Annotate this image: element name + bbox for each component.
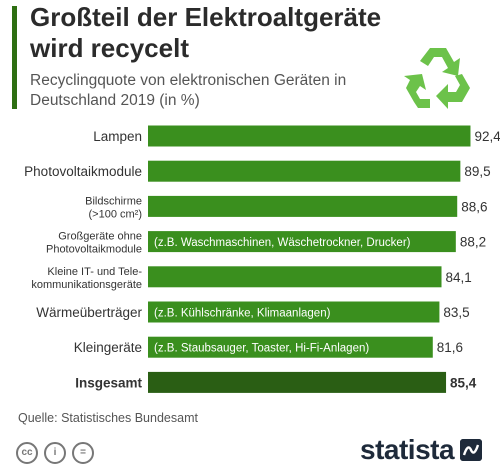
bar-6 <box>148 336 433 358</box>
category-label-3: Großgeräte ohne Photovoltaikmodule <box>46 231 142 256</box>
statista-logo[interactable]: statista <box>360 434 483 466</box>
bar-2 <box>148 195 458 217</box>
cc-icon: cc <box>16 442 38 464</box>
no-derivatives-icon: = <box>72 442 94 464</box>
category-label-4: Kleine IT- und Tele-kommunikationsgeräte <box>31 266 142 291</box>
bar-7 <box>148 371 447 393</box>
bar-annotation-6: (z.B. Staubsauger, Toaster, Hi-Fi-Anlage… <box>154 343 369 355</box>
brand-wordmark: statista <box>360 434 455 465</box>
category-label-7: Insgesamt <box>75 375 142 390</box>
value-label-5: 83,5 <box>443 305 469 320</box>
value-label-4: 84,1 <box>446 270 472 285</box>
chart-title: Großteil der Elektroaltgeräte wird recyc… <box>30 2 382 63</box>
bar-annotation-3: (z.B. Waschmaschinen, Wäschetrockner, Dr… <box>154 237 411 249</box>
category-label-5: Wärmeüberträger <box>36 305 142 320</box>
category-label-2: Bildschirme (>100 cm²) <box>85 195 142 220</box>
category-label-1: Photovoltaikmodule <box>24 164 142 179</box>
bar-4 <box>148 266 442 288</box>
accent-bar <box>12 6 17 109</box>
value-label-6: 81,6 <box>437 340 463 355</box>
bar-0 <box>148 125 471 147</box>
category-label-0: Lampen <box>93 129 142 144</box>
license-icons: cc i = <box>16 442 94 464</box>
bar-5 <box>148 301 440 323</box>
bar-3 <box>148 231 456 253</box>
attribution-icon: i <box>44 442 66 464</box>
bar-chart: Lampen 92,4 Photovoltaikmodule 89,5 Bildschi… <box>24 125 500 393</box>
category-label-6: Kleingeräte <box>74 340 142 355</box>
value-label-7: 85,4 <box>450 375 477 390</box>
statista-mark-icon <box>460 439 483 461</box>
bar-1 <box>148 160 461 182</box>
value-label-3: 88,2 <box>460 235 486 250</box>
value-label-2: 88,6 <box>461 199 487 214</box>
chart-subtitle: Recyclingquote von elektronischen Geräte… <box>30 72 347 109</box>
source-note: Quelle: Statistisches Bundesamt <box>18 411 198 425</box>
value-label-0: 92,4 <box>474 129 500 144</box>
bar-annotation-5: (z.B. Kühlschränke, Klimaanlagen) <box>154 308 331 320</box>
value-label-1: 89,5 <box>464 164 490 179</box>
recycle-icon <box>404 48 470 109</box>
